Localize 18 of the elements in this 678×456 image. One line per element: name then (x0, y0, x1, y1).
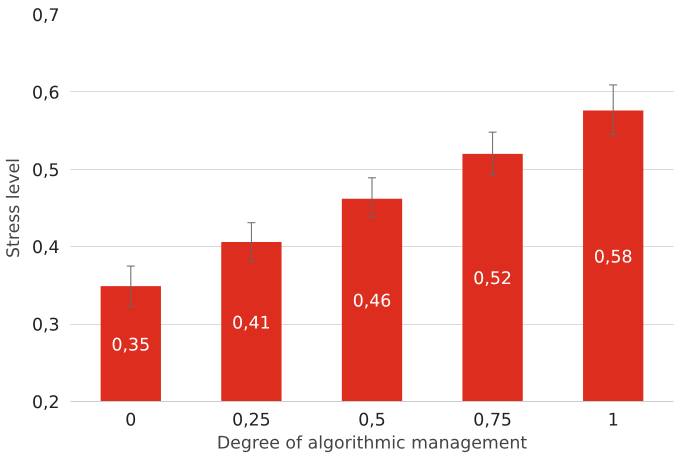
y-tick-label: 0,5 (32, 160, 60, 181)
x-tick-label: 0 (125, 410, 136, 430)
data-label: 0,58 (594, 247, 633, 268)
y-tick-label: 0,6 (32, 83, 60, 104)
x-tick-label: 0,75 (473, 410, 512, 430)
data-label: 0,35 (112, 335, 150, 356)
data-label: 0,52 (473, 269, 512, 290)
y-tick-label: 0,4 (32, 238, 60, 258)
x-axis-title: Degree of algorithmic management (216, 434, 528, 454)
y-tick-label: 0,3 (32, 316, 60, 336)
y-tick-label: 0,2 (32, 393, 60, 413)
data-label: 0,41 (232, 313, 271, 334)
y-axis-title: Stress level (4, 158, 24, 258)
y-tick-label: 0,7 (32, 6, 60, 26)
data-label: 0,46 (352, 292, 392, 312)
x-tick-label: 1 (608, 410, 619, 430)
x-tick-label: 0,25 (232, 410, 271, 430)
x-tick-label: 0,5 (358, 410, 386, 430)
